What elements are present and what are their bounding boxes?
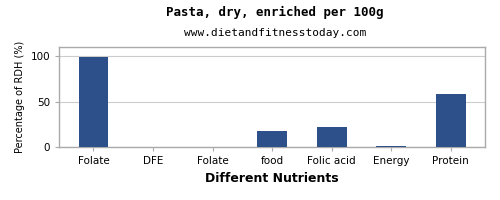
Bar: [376, 146, 406, 147]
Bar: [78, 57, 108, 147]
Bar: [436, 94, 466, 147]
Text: Pasta, dry, enriched per 100g: Pasta, dry, enriched per 100g: [166, 6, 384, 19]
X-axis label: Different Nutrients: Different Nutrients: [206, 172, 339, 185]
Y-axis label: Percentage of RDH (%): Percentage of RDH (%): [15, 41, 25, 153]
Text: www.dietandfitnesstoday.com: www.dietandfitnesstoday.com: [184, 28, 366, 38]
Bar: [317, 127, 346, 147]
Bar: [257, 131, 287, 147]
